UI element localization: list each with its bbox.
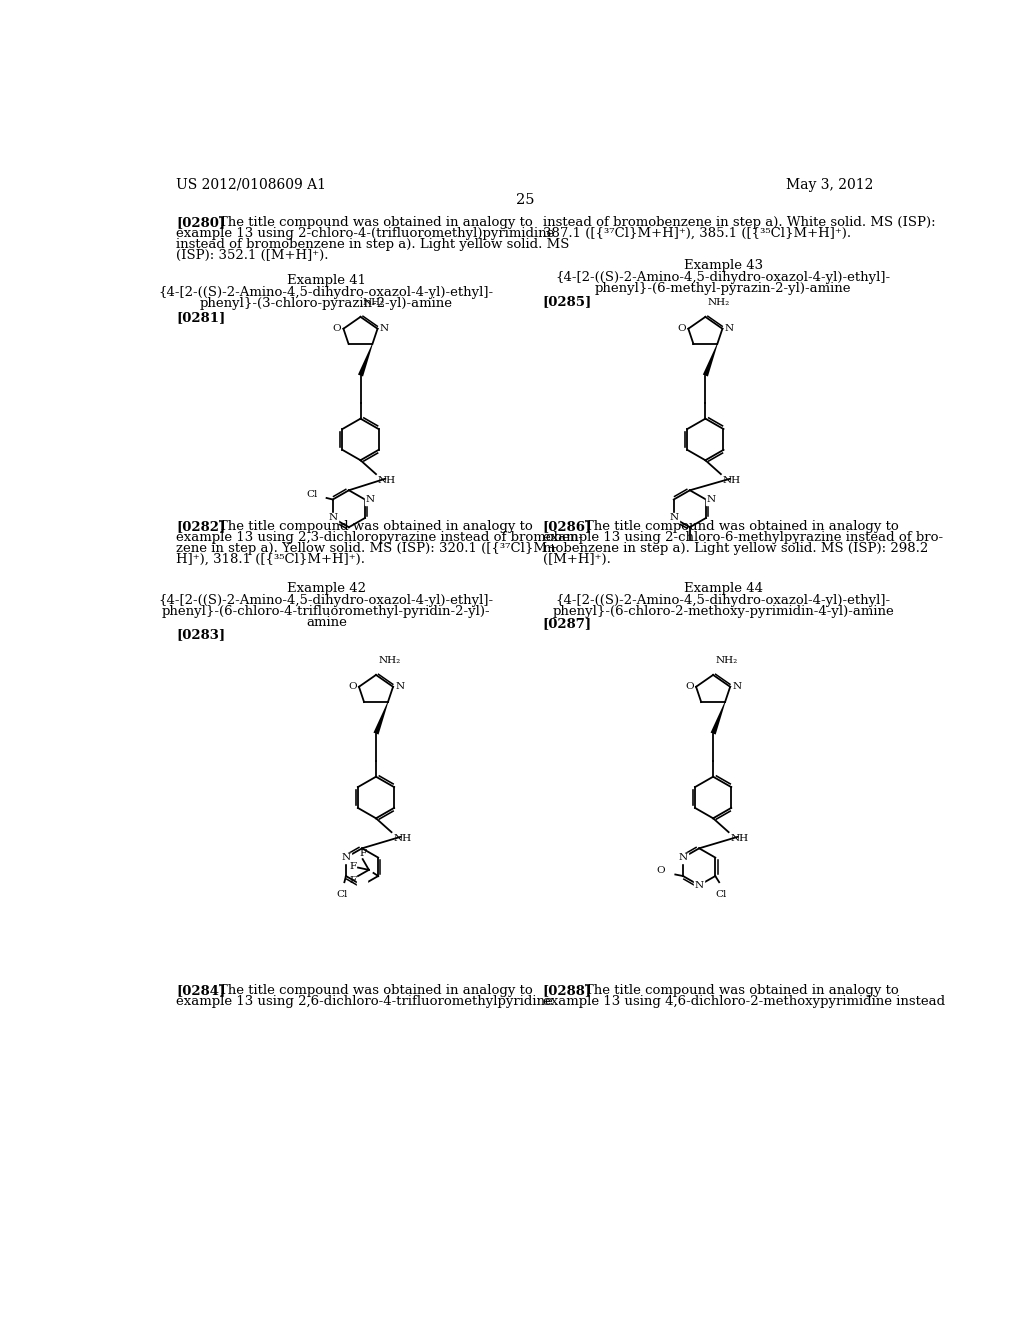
Text: NH: NH [393, 834, 412, 842]
Text: instead of bromobenzene in step a). Light yellow solid. MS: instead of bromobenzene in step a). Ligh… [176, 238, 569, 251]
Text: F: F [359, 849, 367, 858]
Text: {4-[2-((S)-2-Amino-4,5-dihydro-oxazol-4-yl)-ethyl]-: {4-[2-((S)-2-Amino-4,5-dihydro-oxazol-4-… [159, 594, 494, 607]
Text: {4-[2-((S)-2-Amino-4,5-dihydro-oxazol-4-yl)-ethyl]-: {4-[2-((S)-2-Amino-4,5-dihydro-oxazol-4-… [159, 286, 494, 300]
Text: phenyl}-(6-chloro-4-trifluoromethyl-pyridin-2-yl)-: phenyl}-(6-chloro-4-trifluoromethyl-pyri… [162, 605, 490, 618]
Text: Cl: Cl [336, 890, 348, 899]
Polygon shape [711, 702, 725, 734]
Text: N: N [670, 513, 678, 523]
Text: example 13 using 2-chloro-4-(trifluoromethyl)pyrimidine: example 13 using 2-chloro-4-(trifluorome… [176, 227, 554, 240]
Text: NH: NH [730, 834, 749, 842]
Text: May 3, 2012: May 3, 2012 [786, 178, 873, 191]
Text: Cl: Cl [716, 890, 727, 899]
Polygon shape [374, 702, 388, 734]
Text: N: N [366, 495, 375, 504]
Text: 387.1 ([{³⁷Cl}M+H]⁺), 385.1 ([{³⁵Cl}M+H]⁺).: 387.1 ([{³⁷Cl}M+H]⁺), 385.1 ([{³⁵Cl}M+H]… [543, 227, 851, 240]
Text: O: O [348, 682, 356, 692]
Text: Example 42: Example 42 [287, 582, 366, 595]
Text: [0285]: [0285] [543, 296, 592, 309]
Polygon shape [702, 343, 718, 376]
Text: The title compound was obtained in analogy to: The title compound was obtained in analo… [586, 983, 899, 997]
Text: ([M+H]⁺).: ([M+H]⁺). [543, 553, 610, 566]
Text: H]⁺), 318.1 ([{³⁵Cl}M+H]⁺).: H]⁺), 318.1 ([{³⁵Cl}M+H]⁺). [176, 553, 365, 566]
Text: O: O [685, 682, 693, 692]
Text: [0284]: [0284] [176, 983, 225, 997]
Text: N: N [707, 495, 716, 504]
Text: phenyl}-(3-chloro-pyrazin-2-yl)-amine: phenyl}-(3-chloro-pyrazin-2-yl)-amine [200, 297, 453, 310]
Text: N: N [357, 880, 367, 890]
Text: N: N [679, 853, 688, 862]
Text: N: N [725, 325, 734, 333]
Text: N: N [732, 682, 741, 692]
Text: Example 43: Example 43 [684, 259, 763, 272]
Polygon shape [358, 343, 373, 376]
Text: Cl: Cl [306, 490, 317, 499]
Text: N: N [341, 853, 350, 862]
Text: [0288]: [0288] [543, 983, 592, 997]
Text: NH₂: NH₂ [378, 656, 400, 665]
Text: phenyl}-(6-methyl-pyrazin-2-yl)-amine: phenyl}-(6-methyl-pyrazin-2-yl)-amine [595, 281, 851, 294]
Text: mobenzene in step a). Light yellow solid. MS (ISP): 298.2: mobenzene in step a). Light yellow solid… [543, 543, 928, 554]
Text: NH: NH [722, 475, 740, 484]
Text: NH₂: NH₂ [716, 656, 737, 665]
Text: 25: 25 [515, 193, 535, 207]
Text: {4-[2-((S)-2-Amino-4,5-dihydro-oxazol-4-yl)-ethyl]-: {4-[2-((S)-2-Amino-4,5-dihydro-oxazol-4-… [556, 594, 891, 607]
Text: F: F [349, 862, 356, 871]
Text: example 13 using 2,3-dichloropyrazine instead of bromoben-: example 13 using 2,3-dichloropyrazine in… [176, 531, 583, 544]
Text: O: O [656, 866, 666, 875]
Text: O: O [333, 325, 341, 333]
Text: N: N [694, 880, 703, 890]
Text: O: O [677, 325, 686, 333]
Text: NH₂: NH₂ [708, 298, 730, 306]
Text: NH: NH [378, 475, 395, 484]
Text: The title compound was obtained in analogy to: The title compound was obtained in analo… [586, 520, 899, 533]
Text: [0282]: [0282] [176, 520, 225, 533]
Text: [0283]: [0283] [176, 628, 225, 642]
Text: [0287]: [0287] [543, 618, 592, 631]
Text: amine: amine [306, 615, 347, 628]
Text: example 13 using 2,6-dichloro-4-trifluoromethylpyridine: example 13 using 2,6-dichloro-4-trifluor… [176, 995, 553, 1007]
Text: [0280]: [0280] [176, 216, 225, 230]
Text: US 2012/0108609 A1: US 2012/0108609 A1 [176, 178, 326, 191]
Text: The title compound was obtained in analogy to: The title compound was obtained in analo… [219, 520, 532, 533]
Text: Example 44: Example 44 [684, 582, 763, 595]
Text: phenyl}-(6-chloro-2-methoxy-pyrimidin-4-yl)-amine: phenyl}-(6-chloro-2-methoxy-pyrimidin-4-… [552, 605, 894, 618]
Text: NH₂: NH₂ [362, 298, 385, 306]
Text: Example 41: Example 41 [287, 275, 366, 286]
Text: The title compound was obtained in analogy to: The title compound was obtained in analo… [219, 983, 532, 997]
Text: example 13 using 2-chloro-6-methylpyrazine instead of bro-: example 13 using 2-chloro-6-methylpyrazi… [543, 531, 943, 544]
Text: instead of bromobenzene in step a). White solid. MS (ISP):: instead of bromobenzene in step a). Whit… [543, 216, 935, 230]
Text: {4-[2-((S)-2-Amino-4,5-dihydro-oxazol-4-yl)-ethyl]-: {4-[2-((S)-2-Amino-4,5-dihydro-oxazol-4-… [556, 271, 891, 284]
Text: zene in step a). Yellow solid. MS (ISP): 320.1 ([{³⁷Cl}M+: zene in step a). Yellow solid. MS (ISP):… [176, 543, 558, 554]
Text: F: F [349, 876, 356, 884]
Text: The title compound was obtained in analogy to: The title compound was obtained in analo… [219, 216, 532, 230]
Text: [0286]: [0286] [543, 520, 592, 533]
Text: example 13 using 4,6-dichloro-2-methoxypyrimidine instead: example 13 using 4,6-dichloro-2-methoxyp… [543, 995, 945, 1007]
Text: (ISP): 352.1 ([M+H]⁺).: (ISP): 352.1 ([M+H]⁺). [176, 248, 329, 261]
Text: N: N [329, 513, 337, 523]
Text: [0281]: [0281] [176, 312, 225, 323]
Text: N: N [395, 682, 404, 692]
Text: N: N [380, 325, 389, 333]
